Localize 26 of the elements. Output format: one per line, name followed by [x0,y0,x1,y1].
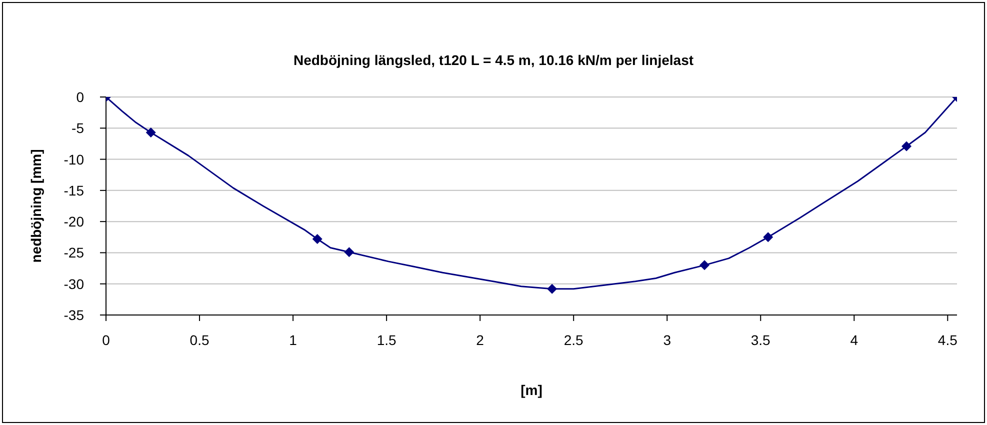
y-tick-label: -10 [64,151,84,168]
x-tick-label: 1.5 [376,332,396,348]
point [700,260,710,270]
point [547,284,558,294]
x-tick-label: 1 [289,332,298,348]
point [344,247,354,258]
x-tick-label: 3.5 [750,332,771,348]
y-tick-label: -25 [64,244,84,261]
x-tick-label: 0 [102,332,110,348]
x-tick-label: 0.5 [190,332,210,348]
x-tick-label: 3 [663,332,672,348]
x-tick-label: 2.5 [564,332,584,348]
y-tick-label: -20 [64,214,84,230]
x-tick-label: 4.5 [938,332,958,348]
point [763,232,774,242]
y-tick-label: -35 [64,306,84,323]
x-tick-label: 4 [850,332,858,348]
x-tick-label: 2 [476,332,484,348]
y-tick-label: 0 [76,88,84,105]
y-axis-title: nedböjning [mm] [28,149,44,263]
y-tick-label: -5 [72,120,84,136]
point [312,234,322,244]
y-tick-label: -30 [64,276,84,292]
chart-title: Nedböjning längsled, t120 L = 4.5 m, 10.16 kN/m per linjelast [292,52,695,68]
y-tick-label: -15 [64,182,84,198]
x-axis-title: [m] [520,382,542,398]
